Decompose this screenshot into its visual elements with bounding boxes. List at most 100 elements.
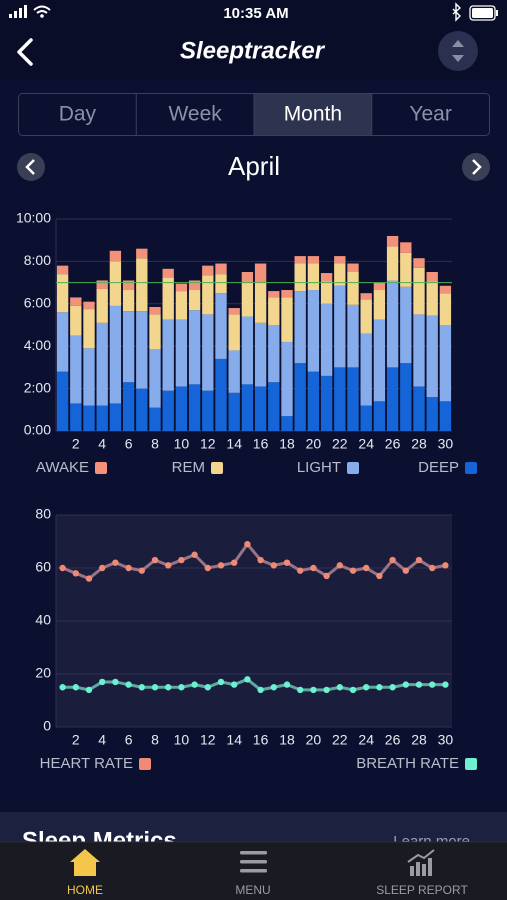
home-icon[interactable] — [70, 849, 100, 876]
data-point — [204, 564, 211, 572]
tab[interactable]: Year — [409, 103, 451, 126]
tab[interactable]: Month — [284, 103, 342, 126]
x-tick-label: 6 — [125, 732, 133, 748]
bar-segment — [109, 403, 122, 431]
bar-segment — [413, 314, 425, 387]
bar-segment — [307, 256, 320, 264]
bar-segment — [294, 263, 306, 292]
bar-segment — [360, 333, 372, 406]
bar-segment — [228, 308, 240, 315]
y-tick-label: 2:00 — [24, 379, 51, 395]
app-logo: Sleeptracker — [180, 37, 326, 64]
nav-label[interactable]: MENU — [235, 883, 270, 897]
bar-segment — [83, 348, 95, 406]
bar-segment — [96, 280, 108, 289]
bar-segment — [334, 256, 346, 264]
bar-segment — [320, 273, 333, 282]
data-point — [151, 556, 159, 564]
legend-label: BREATH RATE — [356, 755, 459, 772]
bar-segment — [188, 280, 201, 291]
data-point — [59, 564, 66, 572]
bar-segment — [347, 263, 359, 272]
bar-segment — [268, 291, 280, 298]
data-point — [165, 684, 172, 691]
bar-segment — [386, 280, 399, 368]
bar-segment — [136, 311, 148, 389]
data-point — [138, 684, 145, 691]
bar-segment — [162, 319, 174, 391]
data-point — [125, 564, 132, 572]
data-point — [191, 551, 198, 558]
x-tick-label: 16 — [253, 436, 269, 452]
bar-segment — [175, 291, 188, 320]
bar-segment — [109, 250, 122, 262]
data-point — [257, 686, 264, 694]
bar-segment — [136, 258, 148, 312]
data-point — [415, 681, 423, 688]
x-tick-label: 22 — [332, 732, 348, 748]
legend-label: AWAKE — [36, 459, 89, 476]
legend-swatch — [139, 758, 151, 770]
bar-segment — [400, 242, 412, 253]
data-point — [376, 572, 383, 580]
bar-segment — [294, 363, 306, 431]
data-point — [72, 684, 80, 691]
bar-segment — [188, 384, 201, 431]
data-point — [323, 572, 330, 580]
report-icon[interactable] — [407, 849, 435, 876]
prev-month[interactable] — [17, 153, 45, 181]
data-point — [336, 684, 343, 691]
bar-segment — [149, 314, 161, 350]
bar-segment — [241, 272, 254, 283]
bar-segment — [228, 350, 240, 393]
bar-segment — [400, 286, 412, 364]
nav-label[interactable]: HOME — [67, 883, 103, 897]
sort-button[interactable] — [438, 31, 478, 71]
x-tick-label: 14 — [226, 732, 242, 748]
legend-label: HEART RATE — [40, 755, 133, 772]
bar-segment — [149, 407, 161, 431]
data-point — [99, 564, 106, 572]
battery-icon — [469, 5, 496, 21]
data-point — [178, 556, 185, 564]
bar-segment — [122, 280, 135, 291]
tab[interactable]: Day — [59, 103, 97, 126]
x-tick-label: 18 — [279, 436, 295, 452]
bar-segment — [294, 291, 306, 364]
bar-segment — [149, 306, 161, 315]
bar-segment — [268, 325, 280, 383]
y-tick-label: 60 — [35, 559, 51, 575]
y-tick-label: 8:00 — [24, 252, 51, 268]
x-tick-label: 8 — [151, 732, 159, 748]
bar-segment — [202, 265, 214, 276]
legend-swatch — [465, 462, 477, 474]
tab[interactable]: Week — [168, 103, 222, 126]
back-button[interactable] — [17, 38, 33, 66]
bar-segment — [413, 267, 425, 315]
x-tick-label: 30 — [438, 732, 454, 748]
data-point — [310, 564, 317, 572]
y-tick-label: 6:00 — [24, 295, 51, 311]
battery-tip — [496, 10, 498, 16]
menu-icon[interactable] — [240, 851, 267, 873]
data-point — [217, 678, 225, 686]
bar-segment — [83, 405, 95, 431]
bar-segment — [109, 305, 122, 404]
bar-segment — [96, 288, 108, 323]
next-month[interactable] — [462, 153, 490, 181]
bar-segment — [347, 304, 359, 368]
data-point — [429, 564, 436, 572]
bar-segment — [96, 405, 108, 431]
bar-segment — [56, 312, 69, 372]
bar-segment — [56, 274, 69, 313]
bar-segment — [426, 315, 438, 398]
data-point — [349, 567, 357, 574]
bar-segment — [281, 297, 293, 342]
bar-segment — [373, 290, 386, 320]
data-point — [217, 562, 225, 569]
x-tick-label: 24 — [358, 436, 374, 452]
nav-label[interactable]: SLEEP REPORT — [376, 883, 468, 897]
bar-segment — [360, 299, 372, 334]
bar-segment — [254, 386, 267, 431]
x-tick-label: 8 — [151, 436, 159, 452]
